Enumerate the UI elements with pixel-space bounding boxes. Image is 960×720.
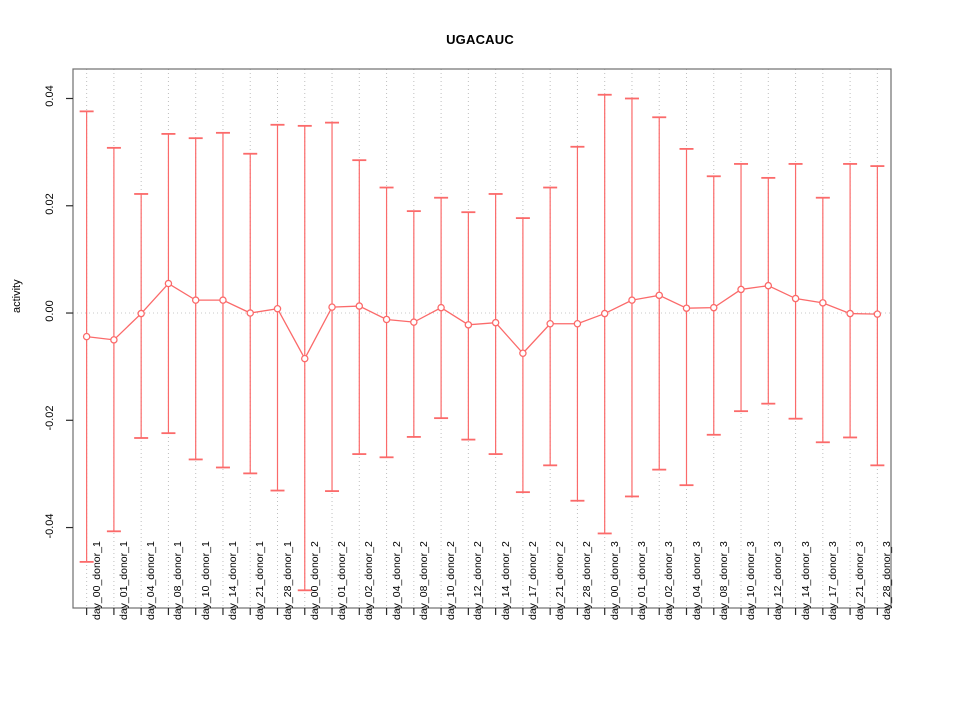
x-tick-label: day_01_donor_2 xyxy=(336,541,349,620)
x-tick-label: day_04_donor_1 xyxy=(145,541,158,620)
x-tick-label: day_01_donor_3 xyxy=(635,541,648,620)
axis-box xyxy=(72,68,892,609)
x-tick-label: day_08_donor_2 xyxy=(417,541,430,620)
x-tick-label: day_08_donor_1 xyxy=(172,541,185,620)
x-tick-label: day_14_donor_3 xyxy=(799,541,812,620)
x-tick-label: day_17_donor_3 xyxy=(826,541,839,620)
x-tick-label: day_21_donor_2 xyxy=(554,541,567,620)
x-tick-label: day_02_donor_3 xyxy=(663,541,676,620)
x-tick-label: day_28_donor_1 xyxy=(281,541,294,620)
chart-title: UGACAUC xyxy=(446,32,514,47)
x-tick-label: day_04_donor_2 xyxy=(390,541,403,620)
x-tick-label: day_12_donor_3 xyxy=(772,541,785,620)
axis-ticks xyxy=(66,97,878,615)
series-line xyxy=(86,282,878,360)
x-tick-label: day_08_donor_3 xyxy=(717,541,730,620)
x-tick-label: day_10_donor_2 xyxy=(445,541,458,620)
data-point-markers xyxy=(82,279,882,363)
x-tick-label: day_10_donor_3 xyxy=(745,541,758,620)
x-tick-label: day_00_donor_3 xyxy=(608,541,621,620)
x-tick-label: day_00_donor_2 xyxy=(308,541,321,620)
x-tick-label: day_01_donor_1 xyxy=(117,541,130,620)
x-tick-label: day_17_donor_2 xyxy=(526,541,539,620)
x-tick-label: day_21_donor_1 xyxy=(254,541,267,620)
x-tick-label: day_21_donor_3 xyxy=(854,541,867,620)
x-tick-label: day_00_donor_1 xyxy=(90,541,103,620)
x-tick-label: day_14_donor_2 xyxy=(499,541,512,620)
x-tick-label: day_28_donor_2 xyxy=(581,541,594,620)
x-tick-label: day_02_donor_2 xyxy=(363,541,376,620)
x-tick-label: day_28_donor_3 xyxy=(881,541,894,620)
x-tick-label: day_12_donor_2 xyxy=(472,541,485,620)
x-tick-label: day_10_donor_1 xyxy=(199,541,212,620)
x-tick-label: day_04_donor_3 xyxy=(690,541,703,620)
x-tick-label: day_14_donor_1 xyxy=(226,541,239,620)
